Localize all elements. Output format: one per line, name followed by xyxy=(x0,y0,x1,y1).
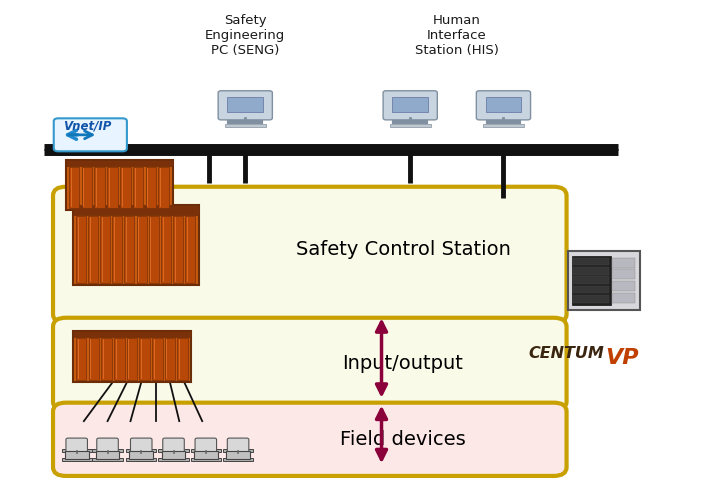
Bar xyxy=(568,251,639,309)
FancyBboxPatch shape xyxy=(218,91,272,120)
Bar xyxy=(73,331,192,382)
Bar xyxy=(107,167,118,207)
Bar xyxy=(130,451,153,459)
Bar xyxy=(158,449,189,452)
Text: Vnet/IP: Vnet/IP xyxy=(63,120,112,132)
Bar xyxy=(226,451,250,459)
FancyBboxPatch shape xyxy=(53,403,567,476)
Bar xyxy=(125,216,135,283)
Bar xyxy=(390,124,431,127)
Bar xyxy=(73,205,199,215)
FancyBboxPatch shape xyxy=(53,187,567,323)
Bar xyxy=(127,339,138,380)
Bar xyxy=(73,205,199,285)
FancyBboxPatch shape xyxy=(163,438,184,454)
Bar xyxy=(100,216,110,283)
Bar xyxy=(613,258,636,267)
Bar xyxy=(149,216,158,283)
Bar xyxy=(92,449,122,452)
Bar xyxy=(573,276,609,284)
Bar xyxy=(158,167,169,207)
Bar xyxy=(65,451,89,459)
Bar xyxy=(112,216,122,283)
Bar xyxy=(120,167,130,207)
FancyBboxPatch shape xyxy=(96,438,118,454)
Bar xyxy=(94,167,105,207)
Bar xyxy=(191,449,221,452)
Bar xyxy=(96,451,120,459)
Bar xyxy=(573,295,609,303)
Bar xyxy=(191,458,221,461)
FancyBboxPatch shape xyxy=(383,91,437,120)
Bar xyxy=(62,458,91,461)
Bar xyxy=(165,339,175,380)
Bar xyxy=(81,167,92,207)
Bar xyxy=(145,167,156,207)
FancyBboxPatch shape xyxy=(477,91,531,120)
Bar xyxy=(194,451,217,459)
Bar xyxy=(69,167,79,207)
FancyBboxPatch shape xyxy=(54,118,127,151)
Bar xyxy=(126,449,156,452)
Bar xyxy=(152,339,163,380)
Bar xyxy=(114,339,125,380)
Text: Input/output: Input/output xyxy=(343,354,464,373)
Bar xyxy=(76,216,86,283)
Bar xyxy=(89,339,99,380)
Bar xyxy=(613,269,636,279)
Text: CENTUM: CENTUM xyxy=(528,346,604,361)
FancyBboxPatch shape xyxy=(53,318,567,410)
Bar xyxy=(158,458,189,461)
Text: VP: VP xyxy=(606,348,639,368)
Bar xyxy=(140,339,150,380)
Bar xyxy=(102,339,112,380)
Bar xyxy=(73,331,192,338)
FancyBboxPatch shape xyxy=(130,438,152,454)
Text: Field devices: Field devices xyxy=(340,429,466,448)
FancyBboxPatch shape xyxy=(195,438,217,454)
Bar xyxy=(173,216,183,283)
Bar xyxy=(66,161,173,210)
Bar xyxy=(392,97,428,112)
Bar xyxy=(132,167,143,207)
Text: Safety
Engineering
PC (SENG): Safety Engineering PC (SENG) xyxy=(205,14,285,57)
Bar xyxy=(162,451,185,459)
Bar xyxy=(613,281,636,291)
Bar xyxy=(483,124,524,127)
Bar xyxy=(137,216,147,283)
FancyBboxPatch shape xyxy=(66,438,87,454)
Bar xyxy=(92,458,122,461)
Bar xyxy=(177,339,188,380)
Bar xyxy=(228,97,264,112)
Bar xyxy=(572,256,611,305)
FancyBboxPatch shape xyxy=(228,438,249,454)
Text: Human
Interface
Station (HIS): Human Interface Station (HIS) xyxy=(415,14,499,57)
Bar xyxy=(613,293,636,303)
Bar xyxy=(126,458,156,461)
Bar xyxy=(88,216,98,283)
Bar xyxy=(573,267,609,275)
Bar xyxy=(223,449,253,452)
Bar xyxy=(485,97,521,112)
Bar xyxy=(223,458,253,461)
Bar xyxy=(161,216,171,283)
Bar xyxy=(573,258,609,265)
Bar xyxy=(66,161,173,166)
Bar xyxy=(62,449,91,452)
Text: Safety Control Station: Safety Control Station xyxy=(296,240,510,259)
Bar xyxy=(573,285,609,293)
Bar xyxy=(185,216,195,283)
Bar xyxy=(76,339,86,380)
Bar xyxy=(225,124,266,127)
